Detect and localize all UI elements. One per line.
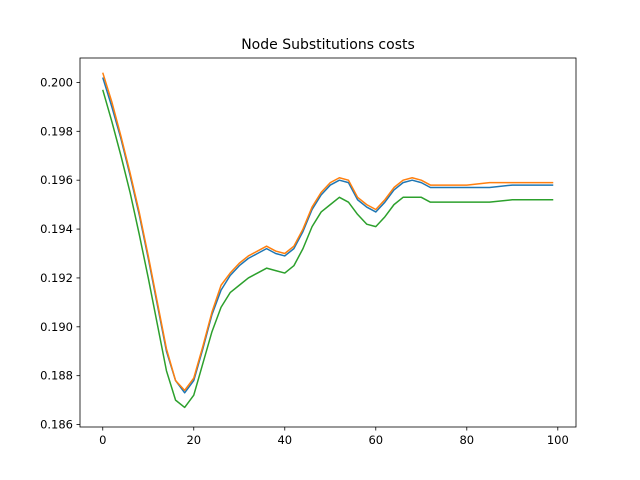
x-tick-label: 0 [99, 433, 106, 447]
y-tick-label: 0.188 [40, 369, 73, 383]
x-tick-label: 40 [277, 433, 292, 447]
series-line-2 [102, 72, 554, 392]
y-tick-label: 0.200 [40, 75, 73, 89]
chart-title: Node Substitutions costs [241, 37, 415, 53]
x-tick-label: 100 [547, 433, 569, 447]
y-tick-label: 0.194 [40, 222, 73, 236]
axes-layer: 0 20 40 60 80 100 0.186 0.188 0.190 0.192 0.194 0.1… [40, 57, 577, 447]
y-tick-label: 0.192 [40, 271, 73, 285]
x-tick-label: 60 [368, 433, 383, 447]
series-line-1 [102, 77, 554, 394]
y-tick-label: 0.196 [40, 173, 73, 187]
y-tick-label: 0.190 [40, 320, 73, 334]
series-layer [102, 72, 554, 409]
x-tick-label: 20 [186, 433, 201, 447]
y-tick-label: 0.186 [40, 418, 73, 432]
series-line-3 [102, 89, 554, 409]
y-tick-label: 0.198 [40, 124, 73, 138]
plot-frame [79, 57, 577, 428]
x-tick-label: 80 [459, 433, 474, 447]
